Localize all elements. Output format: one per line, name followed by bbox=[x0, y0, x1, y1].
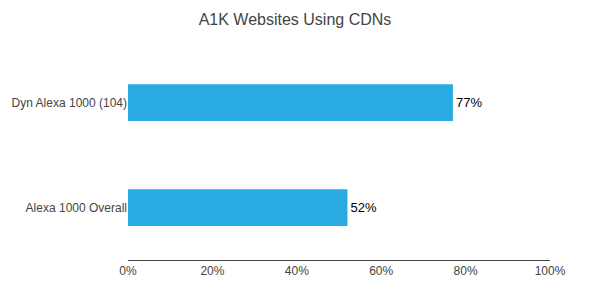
svg-text:A1K Websites Using CDNs: A1K Websites Using CDNs bbox=[199, 11, 392, 28]
svg-text:Alexa 1000 Overall: Alexa 1000 Overall bbox=[26, 201, 127, 215]
svg-text:20%: 20% bbox=[200, 264, 224, 278]
svg-text:40%: 40% bbox=[285, 264, 309, 278]
svg-text:0%: 0% bbox=[119, 264, 137, 278]
svg-text:Dyn Alexa 1000 (104): Dyn Alexa 1000 (104) bbox=[12, 96, 127, 110]
svg-text:60%: 60% bbox=[369, 264, 393, 278]
svg-text:77%: 77% bbox=[456, 95, 482, 110]
svg-text:52%: 52% bbox=[350, 200, 376, 215]
svg-text:100%: 100% bbox=[535, 264, 566, 278]
svg-text:80%: 80% bbox=[454, 264, 478, 278]
